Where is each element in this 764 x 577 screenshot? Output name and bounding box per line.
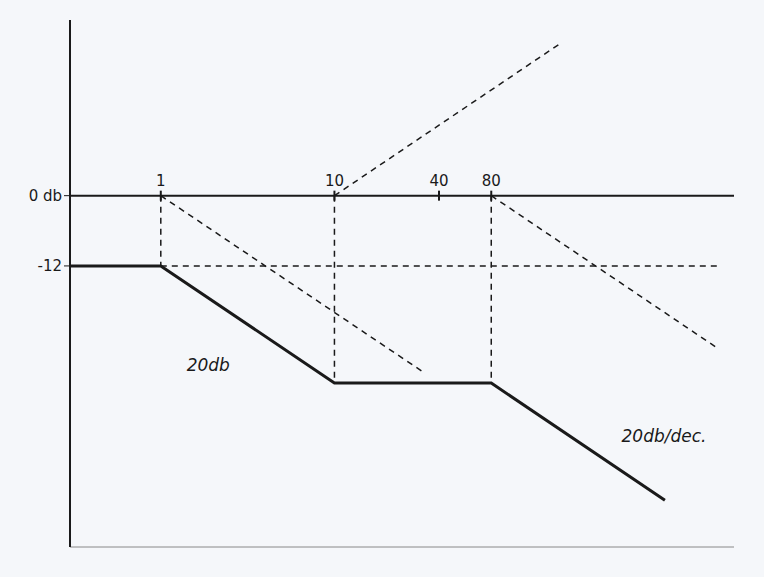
svg-text:10: 10 bbox=[325, 172, 344, 190]
svg-text:0 db: 0 db bbox=[29, 187, 62, 205]
svg-text:40: 40 bbox=[429, 172, 448, 190]
svg-text:1: 1 bbox=[156, 172, 166, 190]
svg-text:80: 80 bbox=[482, 172, 501, 190]
svg-text:20db: 20db bbox=[187, 355, 230, 375]
svg-text:-12: -12 bbox=[38, 257, 63, 275]
svg-text:20db/dec.: 20db/dec. bbox=[622, 426, 707, 446]
